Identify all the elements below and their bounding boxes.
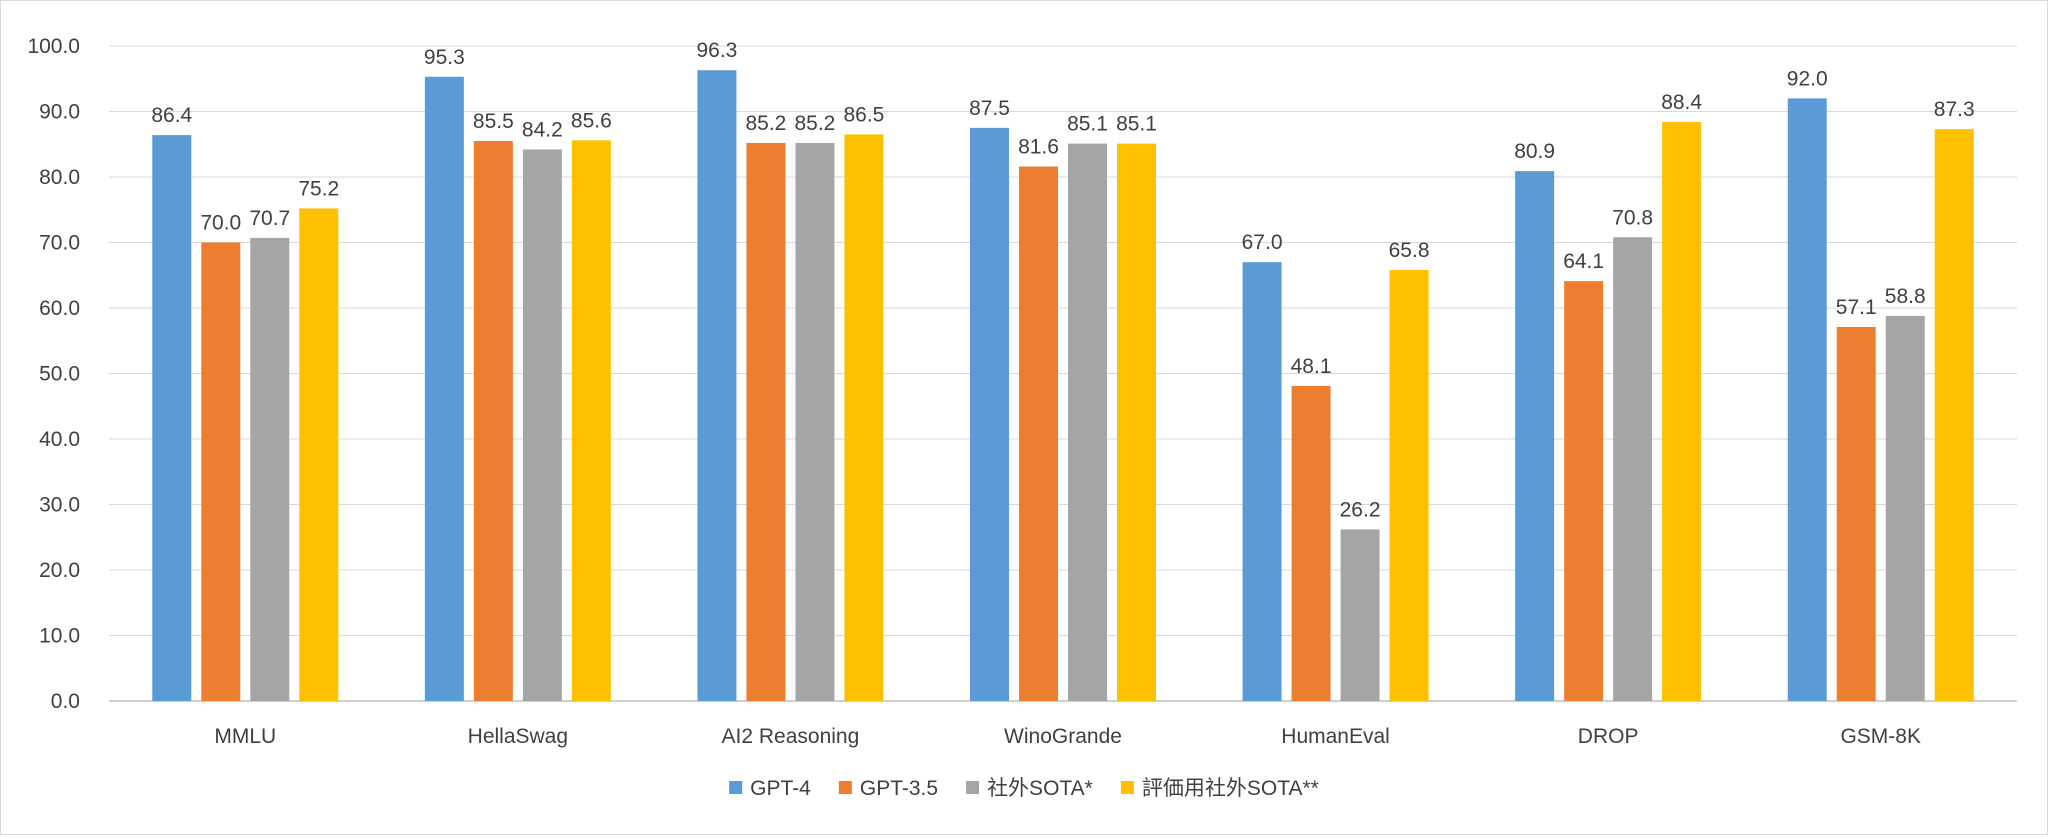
y-tick-label: 10.0 [39,625,80,648]
x-category-label: WinoGrande [1004,725,1122,748]
y-tick-label: 30.0 [39,494,80,517]
bar-mmlu-series-2 [250,237,290,702]
y-tick-label: 50.0 [39,363,80,386]
gridlines [109,45,2017,702]
bar-hellaswag-series-0 [424,76,464,701]
data-label: 87.3 [1934,98,1975,121]
data-label: 92.0 [1787,67,1828,90]
bar-humaneval-series-0 [1242,262,1282,701]
y-axis-ticks: 0.0 10.0 20.0 30.0 40.0 50.0 60.0 70.0 80.0 90.0 1… [27,35,80,713]
bar-winogrande-series-0 [970,127,1009,701]
legend-swatch [838,781,852,794]
bars [152,70,1974,702]
x-category-label: MMLU [214,725,276,748]
bar-mmlu-series-3 [299,208,339,701]
bar-gsm-8k-series-3 [1934,129,1974,701]
bar-drop-series-2 [1613,237,1653,701]
data-label: 85.2 [794,112,835,135]
data-label: 96.3 [696,39,737,62]
bar-drop-series-0 [1515,171,1555,702]
bar-mmlu-series-1 [201,242,241,701]
data-label: 75.2 [298,177,339,200]
data-label: 88.4 [1661,91,1702,114]
data-labels: 86.4 70.0 70.7 75.2 95.3 85.5 84.2 85.6 96.3 85.2… [151,39,1974,521]
data-label: 95.3 [424,46,465,69]
data-label: 67.0 [1242,231,1283,254]
legend-label: 評価用社外SOTA** [1142,777,1319,800]
y-tick-label: 40.0 [39,428,80,451]
data-label: 85.2 [745,112,786,135]
legend-swatch [729,781,743,794]
bar-gsm-8k-series-2 [1885,315,1925,701]
bar-hellaswag-series-1 [473,140,513,702]
legend-swatch [966,781,980,794]
x-category-label: GSM-8K [1840,725,1921,748]
y-tick-label: 80.0 [39,166,80,189]
x-axis-categories: MMLU HellaSwag AI2 Reasoning WinoGrande Huma… [214,725,1921,748]
x-category-label: DROP [1578,725,1639,748]
legend-label: GPT-3.5 [860,777,938,800]
data-label: 85.1 [1116,113,1157,136]
legend-swatch [1120,781,1134,794]
legend-label: 社外SOTA* [987,777,1093,800]
data-label: 86.4 [151,104,192,127]
data-label: 85.6 [571,109,612,132]
bar-drop-series-3 [1662,121,1702,702]
data-label: 65.8 [1389,239,1430,262]
x-category-label: HellaSwag [468,725,568,748]
y-tick-label: 100.0 [27,35,80,58]
data-label: 70.7 [249,207,290,230]
x-category-label: AI2 Reasoning [722,725,860,748]
data-label: 48.1 [1291,355,1332,378]
bar-ai2-reasoning-series-0 [697,70,737,702]
bar-gsm-8k-series-1 [1836,326,1876,701]
bar-drop-series-1 [1564,281,1604,701]
bar-humaneval-series-1 [1291,385,1331,701]
legend-label: GPT-4 [750,777,811,800]
bar-mmlu-series-0 [152,135,192,701]
legend-item: GPT-3.5 [838,777,938,800]
bar-winogrande-series-3 [1117,143,1156,702]
bar-hellaswag-series-3 [571,140,611,701]
bar-humaneval-series-3 [1389,270,1429,701]
data-label: 64.1 [1563,250,1604,273]
y-tick-label: 20.0 [39,559,80,582]
data-label: 85.5 [473,110,514,133]
legend-item: GPT-4 [729,777,811,800]
data-label: 81.6 [1018,136,1059,159]
bar-humaneval-series-2 [1340,529,1380,701]
legend: GPT-4 GPT-3.5 社外SOTA* 評価用社外SOTA** [729,777,1319,800]
y-tick-label: 70.0 [39,232,80,255]
data-label: 87.5 [969,97,1010,120]
legend-item: 社外SOTA* [966,777,1093,800]
x-category-label: HumanEval [1281,725,1390,748]
data-label: 26.2 [1340,498,1381,521]
data-label: 70.0 [200,212,241,235]
y-tick-label: 0.0 [51,690,80,713]
bar-winogrande-series-2 [1068,143,1107,702]
legend-item: 評価用社外SOTA** [1120,777,1319,800]
bar-hellaswag-series-2 [522,149,562,702]
data-label: 58.8 [1885,285,1926,308]
data-label: 70.8 [1612,206,1653,229]
bar-ai2-reasoning-series-3 [844,134,884,702]
y-tick-label: 60.0 [39,297,80,320]
bar-ai2-reasoning-series-2 [795,142,835,701]
data-label: 84.2 [522,118,563,141]
data-label: 80.9 [1514,140,1555,163]
data-label: 85.1 [1067,113,1108,136]
data-label: 86.5 [843,103,884,126]
y-tick-label: 90.0 [39,101,80,124]
data-label: 57.1 [1836,296,1877,319]
bar-winogrande-series-1 [1019,166,1058,701]
bar-gsm-8k-series-0 [1787,98,1827,701]
bar-ai2-reasoning-series-1 [746,142,786,701]
